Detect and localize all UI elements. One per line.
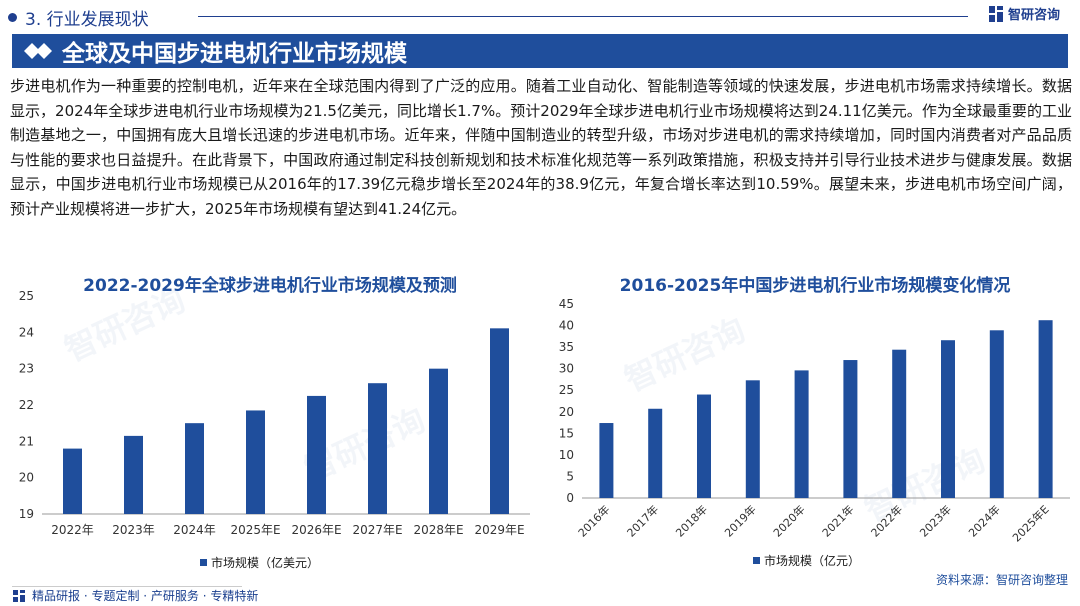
x-tick-label: 2023年 [112, 523, 155, 537]
y-tick-label: 25 [559, 383, 574, 397]
x-tick-label: 2024年 [173, 523, 216, 537]
source-note: 资料来源：智研咨询整理 [935, 573, 1068, 587]
footer-divider [12, 586, 242, 587]
china-market-chart: 0 5 10 15 20 25 30 35 40 45 2016年 2017年 2018年 2019年 20… [559, 297, 1070, 545]
x-tick-label: 2018年 [673, 502, 710, 539]
y-tick-label: 19 [19, 507, 34, 521]
title-bar: 全球及中国步进电机行业市场规模 [12, 34, 1068, 68]
y-tick-label: 0 [566, 491, 574, 505]
y-tick-label: 35 [559, 340, 574, 354]
double-diamond-icon [24, 43, 52, 59]
x-tick-label: 2020年 [770, 502, 807, 539]
bar [794, 370, 809, 498]
y-tick-label: 23 [19, 362, 34, 376]
bar [63, 448, 82, 514]
brand-logo-icon [989, 5, 1003, 22]
x-tick-label: 2022年 [51, 523, 94, 537]
y-tick-label: 22 [19, 398, 34, 412]
x-tick-label: 2026年E [291, 523, 341, 537]
y-tick-label: 24 [19, 325, 34, 339]
legend-swatch [200, 559, 207, 566]
bar [843, 360, 858, 498]
x-tick-label: 2029年E [474, 523, 524, 537]
footer-tags: 精品研报 · 专题定制 · 产研服务 · 专精特新 [12, 587, 258, 604]
bar [307, 395, 326, 514]
header-divider [198, 16, 968, 17]
bar [648, 408, 663, 498]
global-market-chart: 19 20 21 22 23 24 25 2022年 2023年 2024年 2025年E 2026年… [19, 290, 530, 537]
chart-2-title: 2016-2025年中国步进电机行业市场规模变化情况 [619, 276, 1011, 296]
bar [745, 380, 760, 498]
bar [697, 394, 711, 498]
x-tick-label: 2022年 [868, 502, 905, 539]
x-tick-label: 2019年 [721, 502, 758, 539]
y-tick-label: 40 [559, 319, 574, 333]
y-tick-label: 30 [559, 362, 574, 376]
intro-paragraph: 步进电机作为一种重要的控制电机，近年来在全球范围内得到了广泛的应用。随着工业自动… [10, 77, 1072, 218]
section-label: 3. 行业发展现状 [8, 5, 149, 30]
x-tick-label: 2025年E [1009, 502, 1051, 544]
legend-swatch [753, 557, 760, 564]
x-tick-label: 2017年 [624, 502, 661, 539]
x-tick-label: 2027年E [352, 523, 402, 537]
bar [246, 410, 265, 514]
y-tick-label: 10 [559, 448, 574, 462]
bar [429, 368, 448, 514]
bar [185, 423, 204, 514]
section-label-text: 3. 行业发展现状 [25, 10, 149, 30]
y-tick-label: 20 [19, 471, 34, 485]
bar [989, 330, 1004, 498]
y-tick-label: 20 [559, 405, 574, 419]
chart-1-legend: 市场规模（亿美元） [200, 554, 319, 571]
chart-1-title: 2022-2029年全球步进电机行业市场规模及预测 [83, 276, 457, 296]
bar [490, 328, 509, 514]
y-tick-label: 5 [566, 469, 574, 483]
chart-2-legend: 市场规模（亿元） [753, 552, 860, 569]
x-tick-label: 2021年 [819, 502, 856, 539]
y-tick-label: 15 [559, 426, 574, 440]
x-tick-label: 2025年E [230, 523, 280, 537]
x-tick-label: 2016年 [575, 502, 612, 539]
brand-mini-icon [13, 589, 25, 602]
page-title: 全球及中国步进电机行业市场规模 [62, 41, 407, 67]
bullet-dot-icon [8, 13, 17, 22]
chart-1-legend-label: 市场规模（亿美元） [211, 556, 320, 570]
x-tick-label: 2024年 [965, 502, 1002, 539]
y-tick-label: 21 [19, 434, 34, 448]
bar [599, 423, 614, 498]
x-tick-label: 2028年E [413, 523, 463, 537]
bar [368, 383, 387, 514]
brand-logo-text: 智研咨询 [1008, 8, 1061, 23]
bar [941, 340, 955, 498]
brand-logo: 智研咨询 [988, 4, 1060, 23]
y-tick-label: 45 [559, 297, 574, 311]
bar [124, 435, 143, 514]
chart-2-legend-label: 市场规模（亿元） [764, 554, 861, 568]
y-tick-label: 25 [19, 290, 34, 303]
footer-tags-text: 精品研报 · 专题定制 · 产研服务 · 专精特新 [32, 589, 259, 603]
x-tick-label: 2023年 [917, 502, 954, 539]
bar [1038, 320, 1053, 498]
bar [892, 349, 907, 498]
